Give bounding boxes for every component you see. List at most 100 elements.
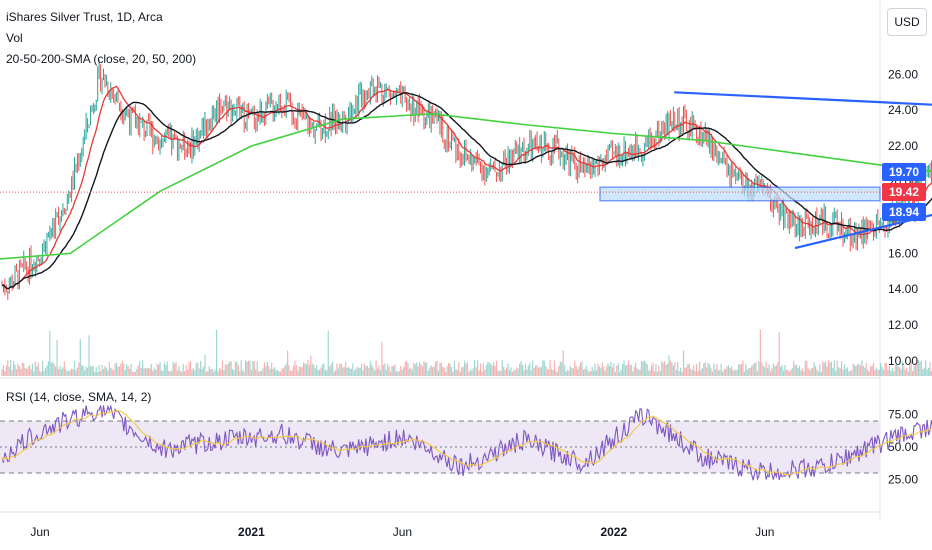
volume-bar [110,367,112,376]
volume-bar [643,360,645,376]
sma-50-line [1,92,932,290]
volume-bar [75,370,77,376]
volume-bar [288,365,290,376]
volume-bar [349,368,351,376]
volume-bar [733,370,735,376]
volume-bar [581,360,583,376]
volume-bar [450,367,453,376]
volume-bar [10,360,12,376]
volume-bar [175,362,177,376]
volume-bar [284,365,286,376]
volume-bar [120,363,122,376]
volume-bar [210,369,212,376]
volume-bar [539,366,541,376]
volume-legend[interactable]: Vol [6,31,23,45]
volume-bar [419,362,421,376]
volume-bar [848,371,850,376]
volume-bar [798,365,801,376]
volume-bar [5,365,7,376]
volume-bar [127,365,129,376]
volume-bar [189,360,192,376]
volume-bar [311,363,313,376]
volume-bar [883,369,885,376]
volume-bar [223,370,225,376]
volume-bar [746,369,748,376]
volume-bar [333,371,335,376]
volume-bar [363,363,366,376]
volume-bar [179,370,181,376]
volume-bar [371,364,373,376]
volume-bar [487,362,489,376]
volume-bar [207,370,209,376]
volume-bar [865,362,867,376]
volume-bar [488,362,490,376]
volume-bar [159,361,161,376]
volume-bar [816,369,818,376]
volume-bar [178,365,180,376]
candles [1,59,932,300]
volume-bar [24,367,26,376]
volume-bar [114,363,116,376]
volume-bar [258,371,260,376]
volume-bar [121,360,123,376]
volume-bar [751,366,753,376]
volume-bar [479,363,482,376]
volume-bar [384,363,386,376]
volume-bar [868,371,870,376]
volume-bar [97,371,99,376]
volume-bar [39,370,41,376]
volume-bar [269,369,271,376]
volume-bar [11,370,13,376]
volume-bar [52,362,54,376]
volume-bar [793,360,795,376]
volume-bar [801,368,803,376]
volume-bar [774,365,776,376]
volume-bar [134,371,136,376]
volume-bar [796,364,798,376]
currency-button[interactable]: USD [887,8,927,36]
volume-bar [31,364,34,376]
volume-bar [595,370,598,376]
volume-bar [894,364,896,376]
volume-bar [439,362,441,376]
volume-bar [891,368,893,376]
sma-legend[interactable]: 20-50-200-SMA (close, 20, 50, 200) [6,52,197,66]
volume-bar [326,370,328,376]
volume-bar [79,339,81,376]
volume-bar [361,363,363,376]
volume-bar [243,371,245,376]
volume-bar [646,364,648,376]
volume-bar [724,369,727,376]
volume-bar [875,367,877,376]
volume-bar [218,367,221,376]
volume-bar [192,367,194,376]
volume-bar [827,360,830,376]
volume-bar [813,362,815,376]
volume-bar [156,363,158,376]
volume-bar [533,367,535,376]
volume-bar [697,370,699,376]
rsi-y-tick-label: 25.00 [888,473,918,487]
volume-bar [642,361,644,376]
volume-bar [707,362,709,376]
volume-bar [169,371,171,376]
volume-bar [292,366,295,376]
volume-bar [131,371,134,376]
volume-bar [864,367,866,376]
volume-bar [91,365,93,376]
volume-bar [355,369,357,376]
volume-bar [675,370,677,376]
volume-bar [381,341,383,376]
volume-bar [278,371,280,376]
volume-bar [208,366,210,376]
rsi-legend[interactable]: RSI (14, close, SMA, 14, 2) [6,390,152,404]
volume-bar [242,370,244,376]
volume-bar [414,364,416,376]
volume-bar [797,368,799,376]
rsi-y-tick-label: 75.00 [888,408,918,422]
x-tick-label: Jun [755,525,774,539]
volume-bar [729,368,731,376]
volume-bar [880,362,882,376]
volume-bar [133,371,135,376]
